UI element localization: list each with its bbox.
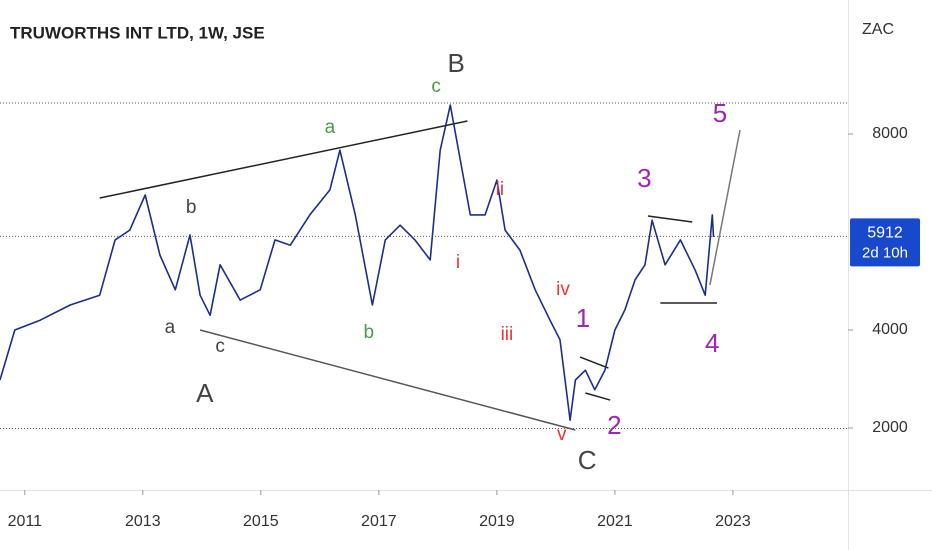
wave-label: c — [215, 336, 225, 357]
x-tick-label: 2021 — [597, 513, 633, 530]
wave-label: 4 — [705, 328, 719, 358]
y-tick-label: 2000 — [872, 419, 908, 436]
wave-label: b — [186, 197, 197, 218]
trendline — [709, 129, 741, 286]
wave-label: A — [196, 378, 214, 408]
x-tick-label: 2015 — [243, 513, 279, 530]
trendline — [99, 120, 468, 199]
x-tick-label: 2023 — [715, 513, 751, 530]
currency-label: ZAC — [862, 21, 894, 38]
wave-label: a — [165, 317, 176, 338]
trendline — [585, 392, 611, 401]
trendline — [647, 215, 693, 223]
wave-label: c — [431, 76, 441, 97]
chart-title: TRUWORTHS INT LTD, 1W, JSE — [10, 23, 265, 42]
y-tick-label: 8000 — [872, 125, 908, 142]
x-tick-label: 2013 — [125, 513, 161, 530]
y-tick-label: 4000 — [872, 321, 908, 338]
x-tick-label: 2011 — [8, 513, 43, 530]
wave-label: B — [447, 48, 464, 78]
wave-label: 5 — [713, 98, 727, 128]
trendline — [579, 356, 609, 369]
trendline — [199, 329, 576, 431]
wave-label: C — [578, 445, 597, 475]
price-line — [0, 104, 715, 421]
last-price-box — [850, 218, 920, 267]
wave-label: a — [325, 117, 336, 138]
wave-label: v — [557, 424, 567, 445]
wave-label: iii — [501, 324, 514, 345]
wave-label: 3 — [637, 163, 651, 193]
wave-label: iv — [556, 279, 570, 300]
wave-label: 2 — [607, 410, 621, 440]
last-price-label: 5912 — [867, 225, 903, 242]
countdown-label: 2d 10h — [862, 244, 908, 261]
wave-label: b — [364, 322, 375, 343]
wave-label: ii — [496, 179, 504, 200]
wave-label: 1 — [576, 303, 590, 333]
x-tick-label: 2019 — [479, 513, 515, 530]
wave-label: i — [456, 252, 460, 273]
x-tick-label: 2017 — [361, 513, 397, 530]
